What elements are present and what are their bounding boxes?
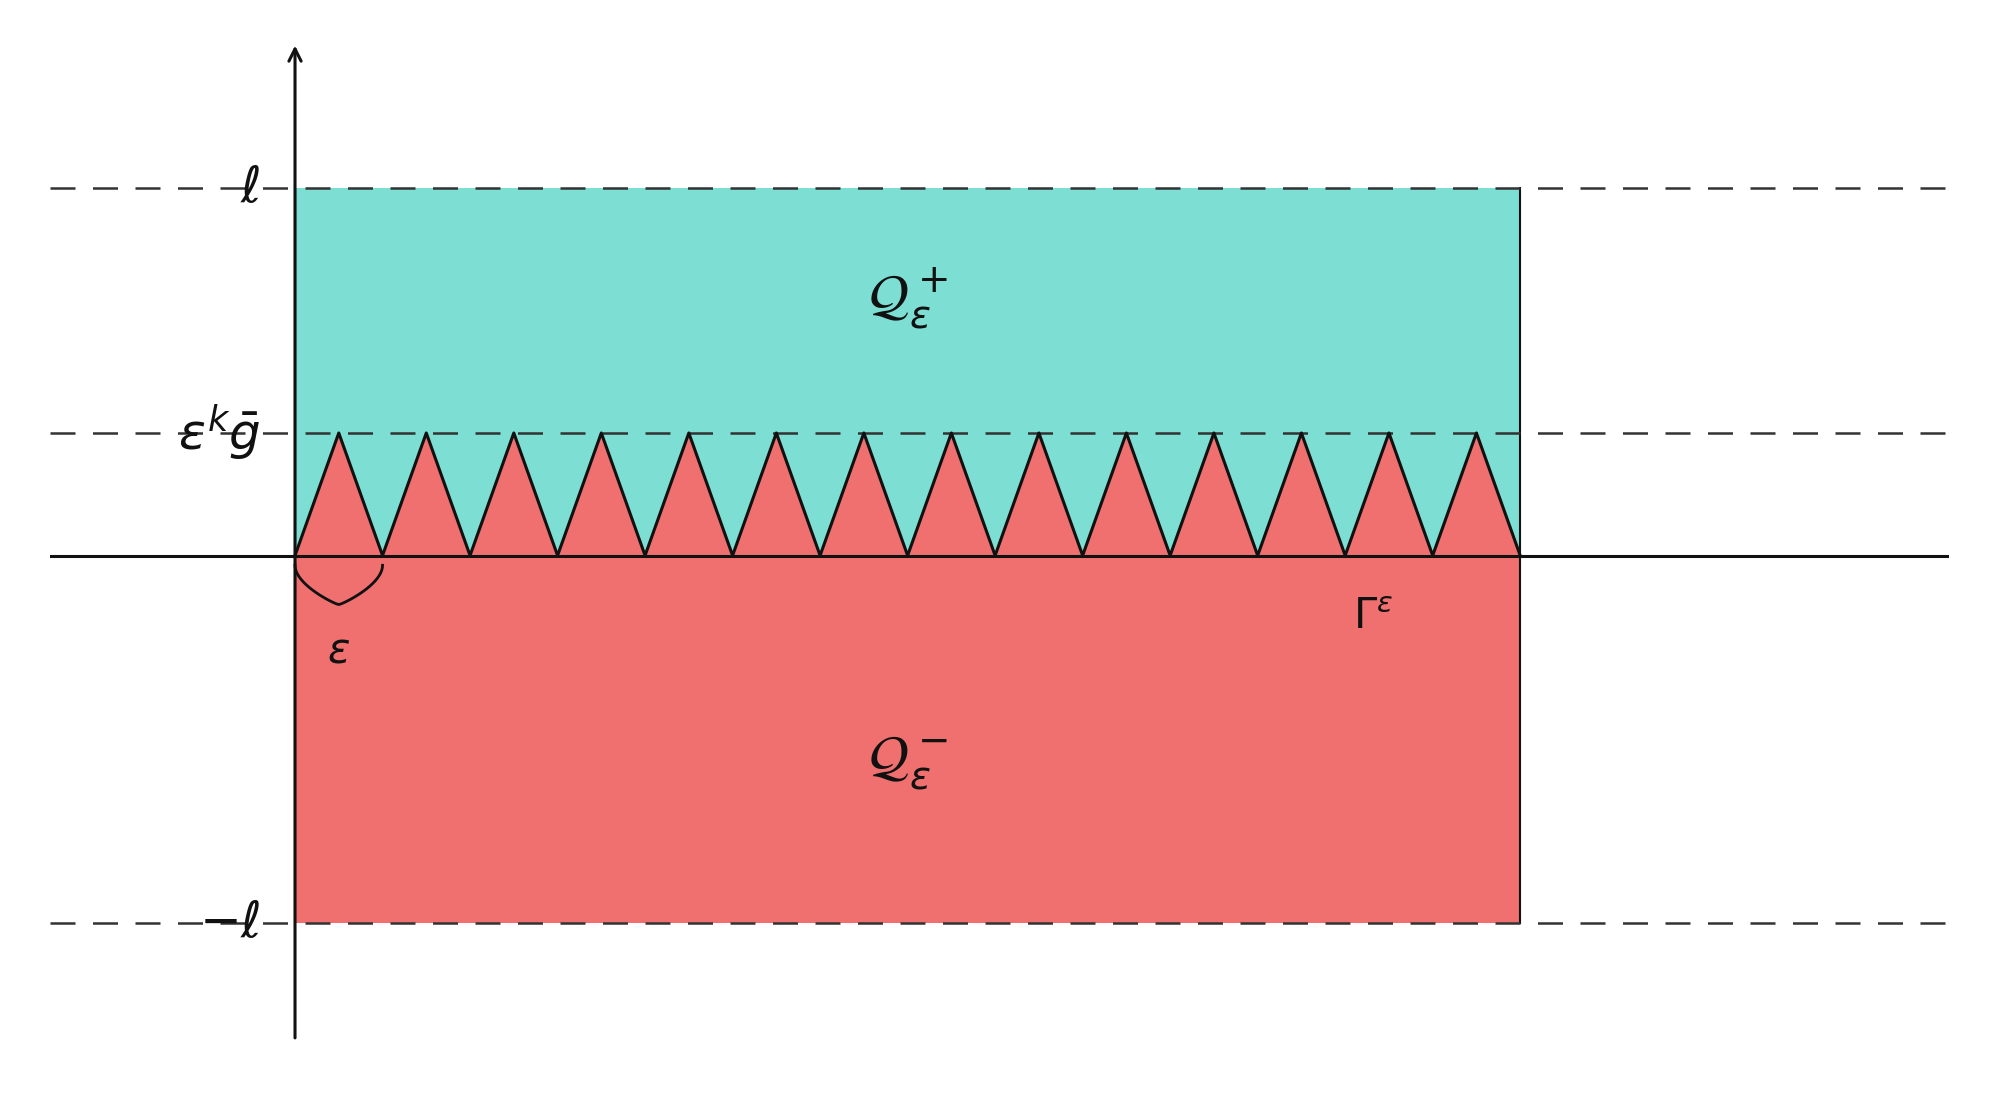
Text: $\varepsilon$: $\varepsilon$ xyxy=(328,629,350,671)
Polygon shape xyxy=(382,433,470,556)
Polygon shape xyxy=(731,433,819,556)
Polygon shape xyxy=(819,433,907,556)
Polygon shape xyxy=(470,433,557,556)
Text: $\mathcal{Q}_\varepsilon^+$: $\mathcal{Q}_\varepsilon^+$ xyxy=(867,266,947,331)
Polygon shape xyxy=(1169,433,1257,556)
Polygon shape xyxy=(645,433,731,556)
Bar xyxy=(296,188,1518,556)
Text: $\Gamma^\varepsilon$: $\Gamma^\varepsilon$ xyxy=(1353,595,1393,638)
Text: $\ell$: $\ell$ xyxy=(240,163,260,212)
Polygon shape xyxy=(995,433,1083,556)
Polygon shape xyxy=(1083,433,1169,556)
Text: $\mathcal{Q}_\varepsilon^-$: $\mathcal{Q}_\varepsilon^-$ xyxy=(867,735,947,792)
Text: $\varepsilon^k\bar{g}$: $\varepsilon^k\bar{g}$ xyxy=(178,403,260,463)
Polygon shape xyxy=(907,433,995,556)
Polygon shape xyxy=(1345,433,1433,556)
Polygon shape xyxy=(1433,433,1518,556)
Polygon shape xyxy=(296,433,382,556)
Polygon shape xyxy=(557,433,645,556)
Polygon shape xyxy=(1257,433,1345,556)
Text: $-\ell$: $-\ell$ xyxy=(200,899,260,948)
Bar xyxy=(296,556,1518,923)
